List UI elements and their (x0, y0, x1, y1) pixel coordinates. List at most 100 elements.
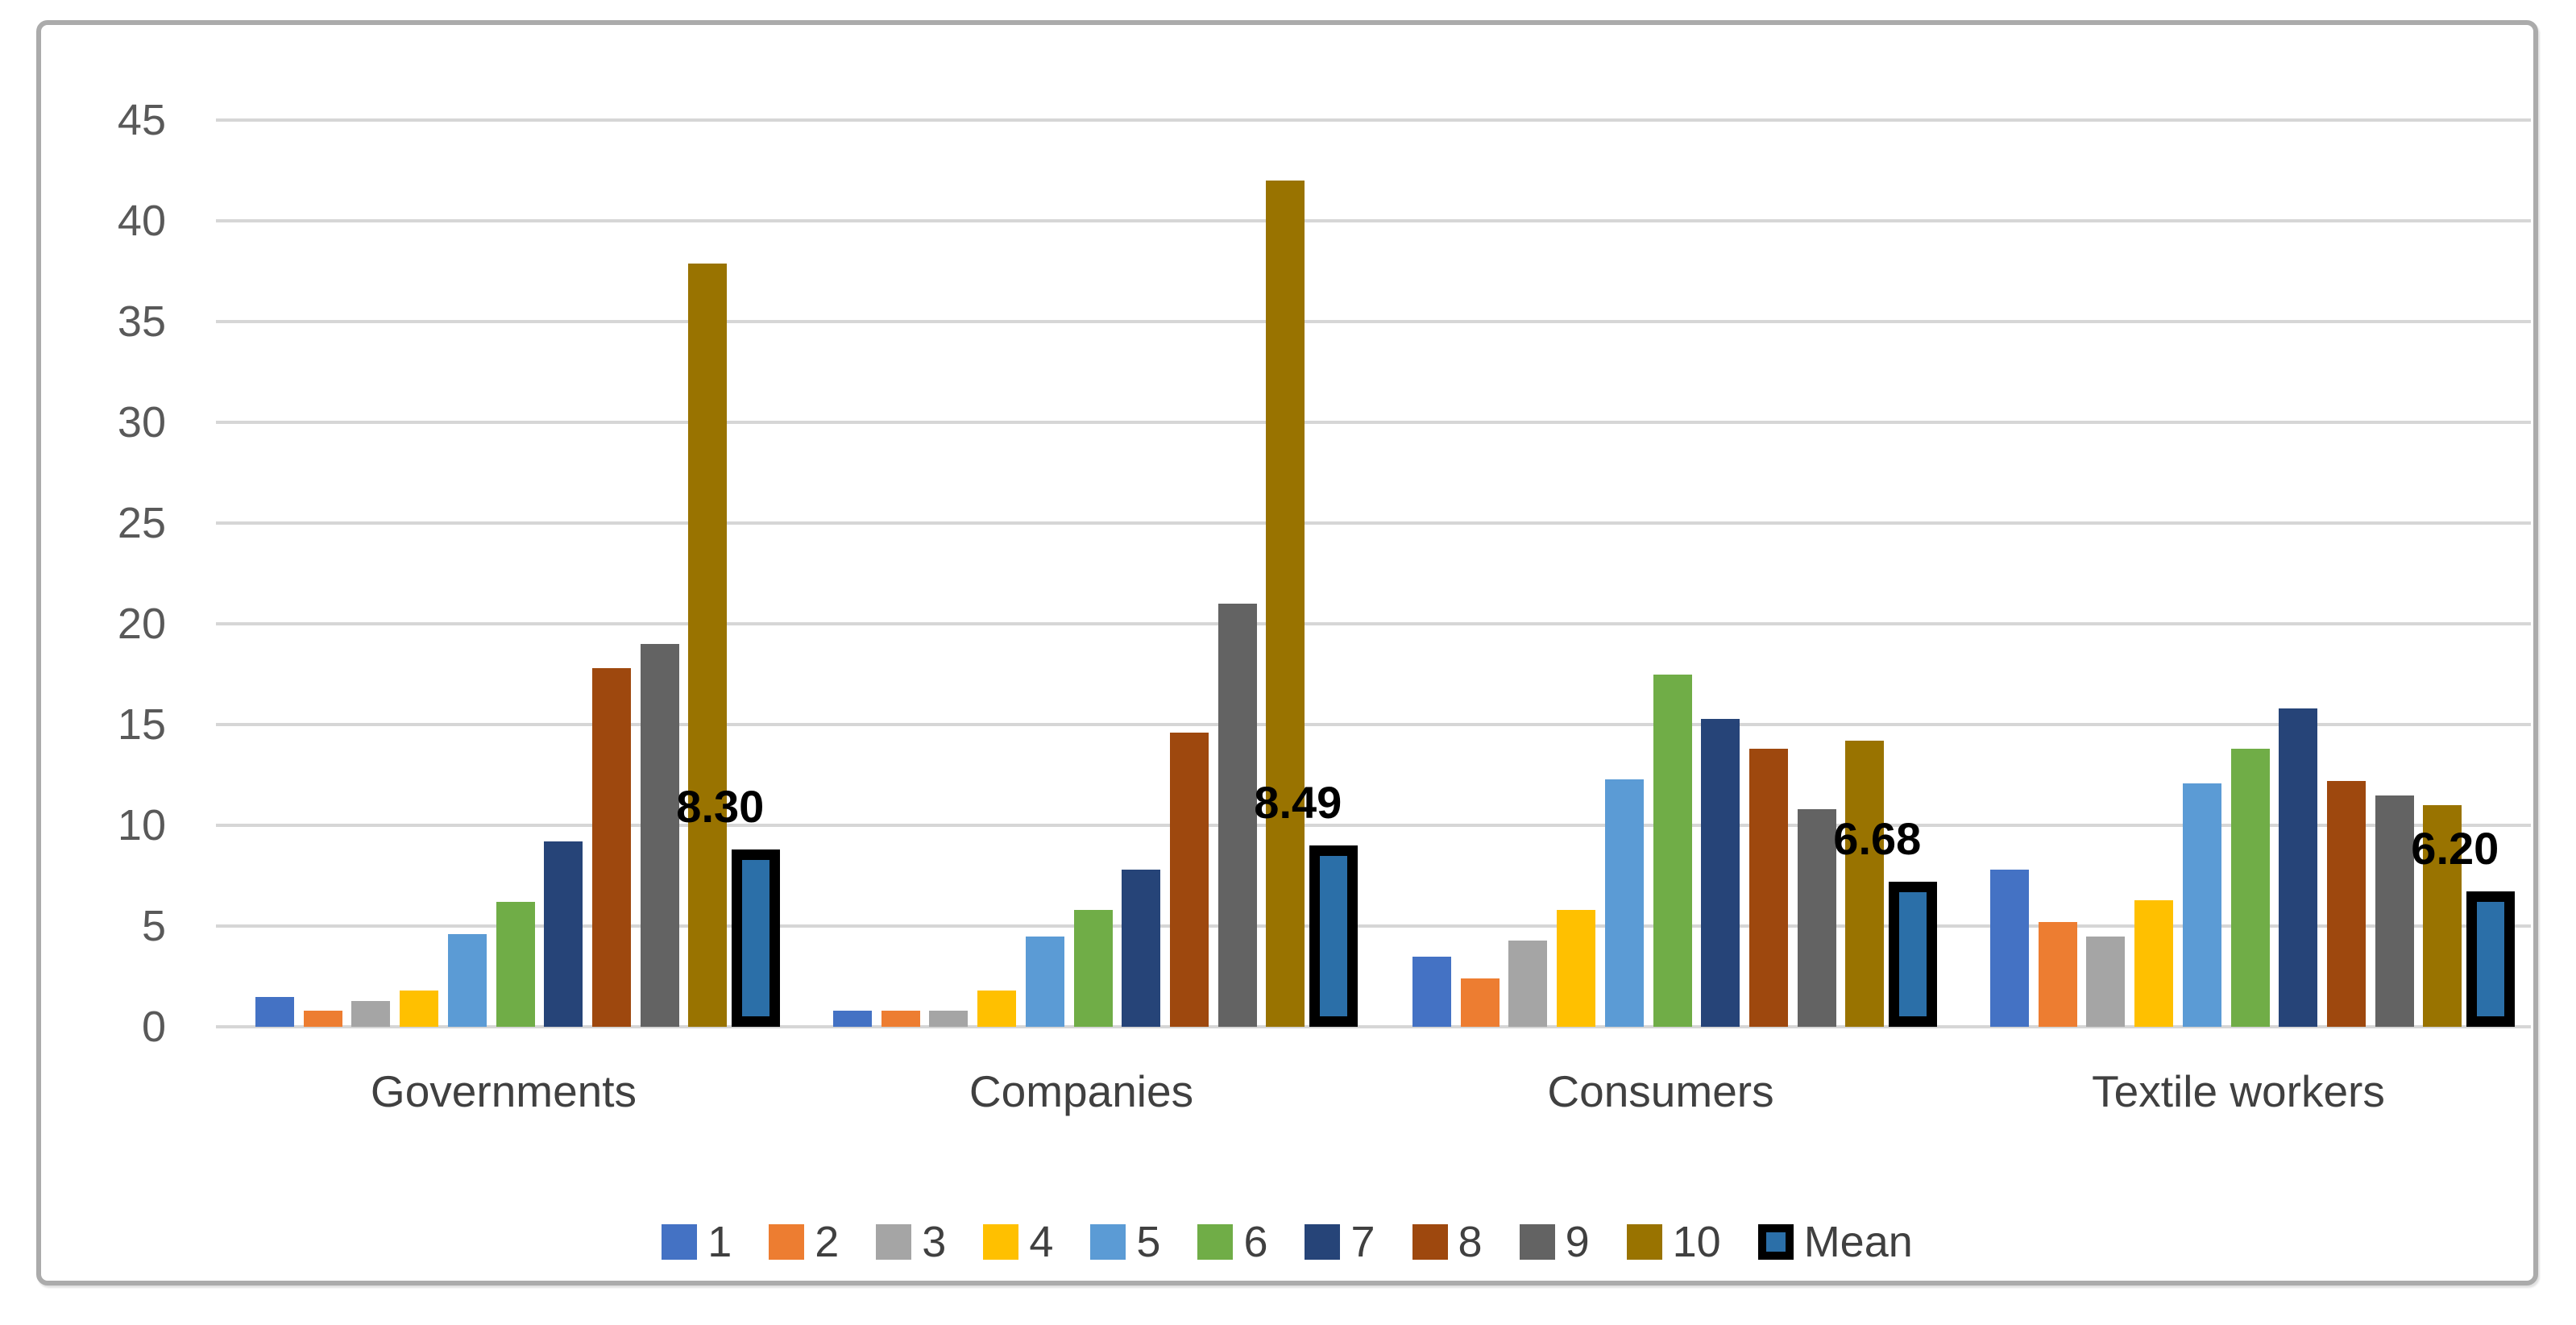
bar-consumers-series-9 (1797, 809, 1836, 1027)
x-axis-label-companies: Companies (969, 1066, 1194, 1116)
legend-item-1: 1 (662, 1220, 732, 1264)
x-axis-label-governments: Governments (370, 1066, 637, 1116)
bar-companies-series-10 (1266, 181, 1305, 1027)
bar-textile-workers-series-10 (2423, 805, 2462, 1027)
legend-swatch-6 (1197, 1224, 1234, 1260)
gridline-5 (216, 924, 2531, 928)
legend-label-6: 6 (1243, 1218, 1268, 1266)
bar-governments-series-5 (447, 934, 487, 1027)
bar-governments-mean (732, 849, 780, 1027)
bar-companies-series-8 (1169, 733, 1209, 1027)
legend-swatch-mean (1757, 1224, 1794, 1260)
bar-textile-workers-series-8 (2326, 781, 2366, 1027)
gridline-25 (216, 521, 2531, 525)
bar-companies-series-9 (1217, 604, 1257, 1027)
data-label-consumers-mean: 6.68 (1833, 813, 1922, 864)
legend-item-3: 3 (876, 1220, 946, 1264)
bar-governments-series-3 (351, 1000, 391, 1027)
bar-consumers-series-7 (1701, 718, 1740, 1027)
bar-consumers-series-2 (1460, 978, 1500, 1027)
legend-swatch-9 (1519, 1224, 1555, 1260)
legend-item-6: 6 (1197, 1220, 1267, 1264)
bar-companies-series-3 (929, 1011, 969, 1027)
y-axis-tick-25: 25 (117, 499, 166, 547)
x-axis-label-consumers: Consumers (1547, 1066, 1774, 1116)
y-axis-tick-35: 35 (117, 297, 166, 346)
data-label-textile-workers-mean: 6.20 (2411, 823, 2499, 874)
bar-consumers-series-8 (1748, 749, 1788, 1027)
bar-governments-series-10 (688, 263, 728, 1027)
bar-governments-series-8 (591, 668, 631, 1027)
bar-consumers-series-10 (1845, 741, 1885, 1027)
plot-area: 0 5 10 15 20 25 30 35 40 45 8.30 Governments 8.49 Com… (118, 98, 2531, 1115)
gridline-30 (216, 421, 2531, 424)
legend-swatch-8 (1412, 1224, 1448, 1260)
legend-item-8: 8 (1412, 1220, 1483, 1264)
x-axis-label-textile-workers: Textile workers (2092, 1066, 2385, 1116)
gridline-35 (216, 320, 2531, 323)
legend-item-10: 10 (1626, 1218, 1721, 1266)
y-axis-tick-10: 10 (117, 801, 166, 849)
bar-governments-series-4 (400, 991, 439, 1027)
legend-swatch-3 (876, 1224, 912, 1260)
legend-label-8: 8 (1458, 1218, 1483, 1266)
legend-label-4: 4 (1029, 1218, 1054, 1266)
bar-companies-series-1 (833, 1011, 872, 1027)
bar-companies-mean (1309, 845, 1358, 1027)
bar-governments-series-1 (255, 996, 294, 1027)
y-axis-tick-5: 5 (141, 902, 166, 950)
bar-consumers-series-6 (1653, 674, 1692, 1027)
bar-textile-workers-series-4 (2134, 899, 2174, 1027)
bar-textile-workers-series-6 (2230, 749, 2270, 1027)
data-label-governments-mean: 8.30 (676, 780, 765, 832)
legend-label-1: 1 (707, 1218, 732, 1266)
legend: 1 2 3 4 5 6 7 8 9 10 Mean (41, 1210, 2533, 1274)
legend-swatch-4 (983, 1224, 1019, 1260)
y-axis-tick-0: 0 (141, 1003, 166, 1051)
bar-governments-series-2 (303, 1011, 342, 1027)
legend-label-2: 2 (815, 1218, 840, 1266)
legend-label-mean: Mean (1803, 1218, 1913, 1266)
legend-label-3: 3 (922, 1218, 947, 1266)
legend-label-5: 5 (1136, 1218, 1161, 1266)
bar-governments-series-7 (544, 841, 583, 1027)
bar-companies-series-5 (1025, 936, 1064, 1027)
legend-label-9: 9 (1565, 1218, 1590, 1266)
legend-swatch-7 (1305, 1224, 1341, 1260)
legend-item-2: 2 (769, 1220, 839, 1264)
bar-governments-series-6 (496, 902, 535, 1027)
bar-textile-workers-mean (2466, 891, 2515, 1027)
bar-consumers-series-4 (1557, 910, 1596, 1027)
y-axis-tick-20: 20 (117, 600, 166, 648)
legend-item-7: 7 (1305, 1220, 1375, 1264)
bar-companies-series-2 (881, 1011, 920, 1027)
bar-governments-series-9 (640, 644, 679, 1027)
bar-consumers-series-5 (1604, 779, 1644, 1027)
gridline-10 (216, 824, 2531, 827)
gridline-20 (216, 622, 2531, 625)
legend-item-5: 5 (1090, 1220, 1160, 1264)
legend-swatch-10 (1626, 1224, 1662, 1260)
bar-textile-workers-series-2 (2038, 922, 2077, 1027)
y-axis-tick-15: 15 (117, 700, 166, 749)
legend-label-7: 7 (1350, 1218, 1375, 1266)
bar-companies-series-7 (1122, 870, 1161, 1027)
y-axis-tick-40: 40 (117, 197, 166, 245)
gridline-15 (216, 723, 2531, 726)
bar-textile-workers-series-7 (2279, 708, 2318, 1027)
chart-frame: 0 5 10 15 20 25 30 35 40 45 8.30 Governments 8.49 Com… (36, 20, 2538, 1286)
bar-consumers-series-3 (1508, 940, 1548, 1027)
legend-item-4: 4 (983, 1220, 1053, 1264)
gridline-0 (216, 1025, 2531, 1028)
legend-item-9: 9 (1519, 1218, 1590, 1266)
legend-swatch-2 (769, 1224, 805, 1260)
bar-companies-series-6 (1073, 910, 1113, 1027)
bar-textile-workers-series-3 (2086, 936, 2126, 1027)
legend-label-10: 10 (1672, 1218, 1721, 1266)
y-axis-tick-30: 30 (117, 398, 166, 447)
legend-swatch-1 (662, 1224, 698, 1260)
data-label-companies-mean: 8.49 (1254, 776, 1342, 828)
legend-item-mean: Mean (1757, 1218, 1913, 1266)
bar-consumers-mean (1889, 882, 1937, 1027)
bar-textile-workers-series-9 (2375, 795, 2414, 1027)
